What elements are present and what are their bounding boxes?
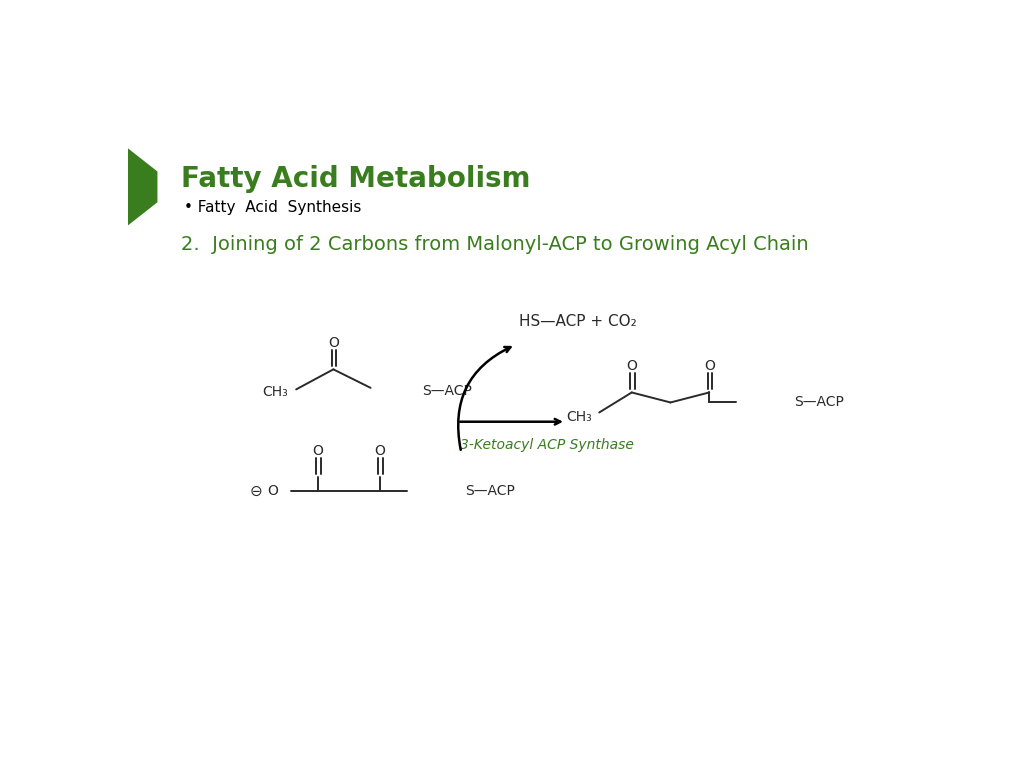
Text: 2.  Joining of 2 Carbons from Malonyl-ACP to Growing Acyl Chain: 2. Joining of 2 Carbons from Malonyl-ACP… (180, 235, 808, 254)
Text: O: O (703, 359, 715, 373)
Text: CH₃: CH₃ (262, 386, 288, 399)
Text: 3-Ketoacyl ACP Synthase: 3-Ketoacyl ACP Synthase (460, 438, 634, 452)
Text: O: O (375, 444, 385, 458)
Text: HS—ACP + CO₂: HS—ACP + CO₂ (519, 314, 637, 329)
Text: S—ACP: S—ACP (465, 484, 515, 498)
Text: ⊖: ⊖ (250, 484, 262, 498)
Text: S—ACP: S—ACP (423, 384, 472, 398)
Text: CH₃: CH₃ (566, 410, 592, 424)
Text: • Fatty  Acid  Synthesis: • Fatty Acid Synthesis (183, 200, 361, 215)
Text: O: O (267, 484, 279, 498)
Text: Fatty Acid Metabolism: Fatty Acid Metabolism (180, 165, 530, 194)
Polygon shape (128, 148, 158, 225)
Text: O: O (627, 359, 637, 373)
Text: S—ACP: S—ACP (795, 396, 845, 409)
Text: O: O (328, 336, 339, 350)
Text: O: O (312, 444, 324, 458)
